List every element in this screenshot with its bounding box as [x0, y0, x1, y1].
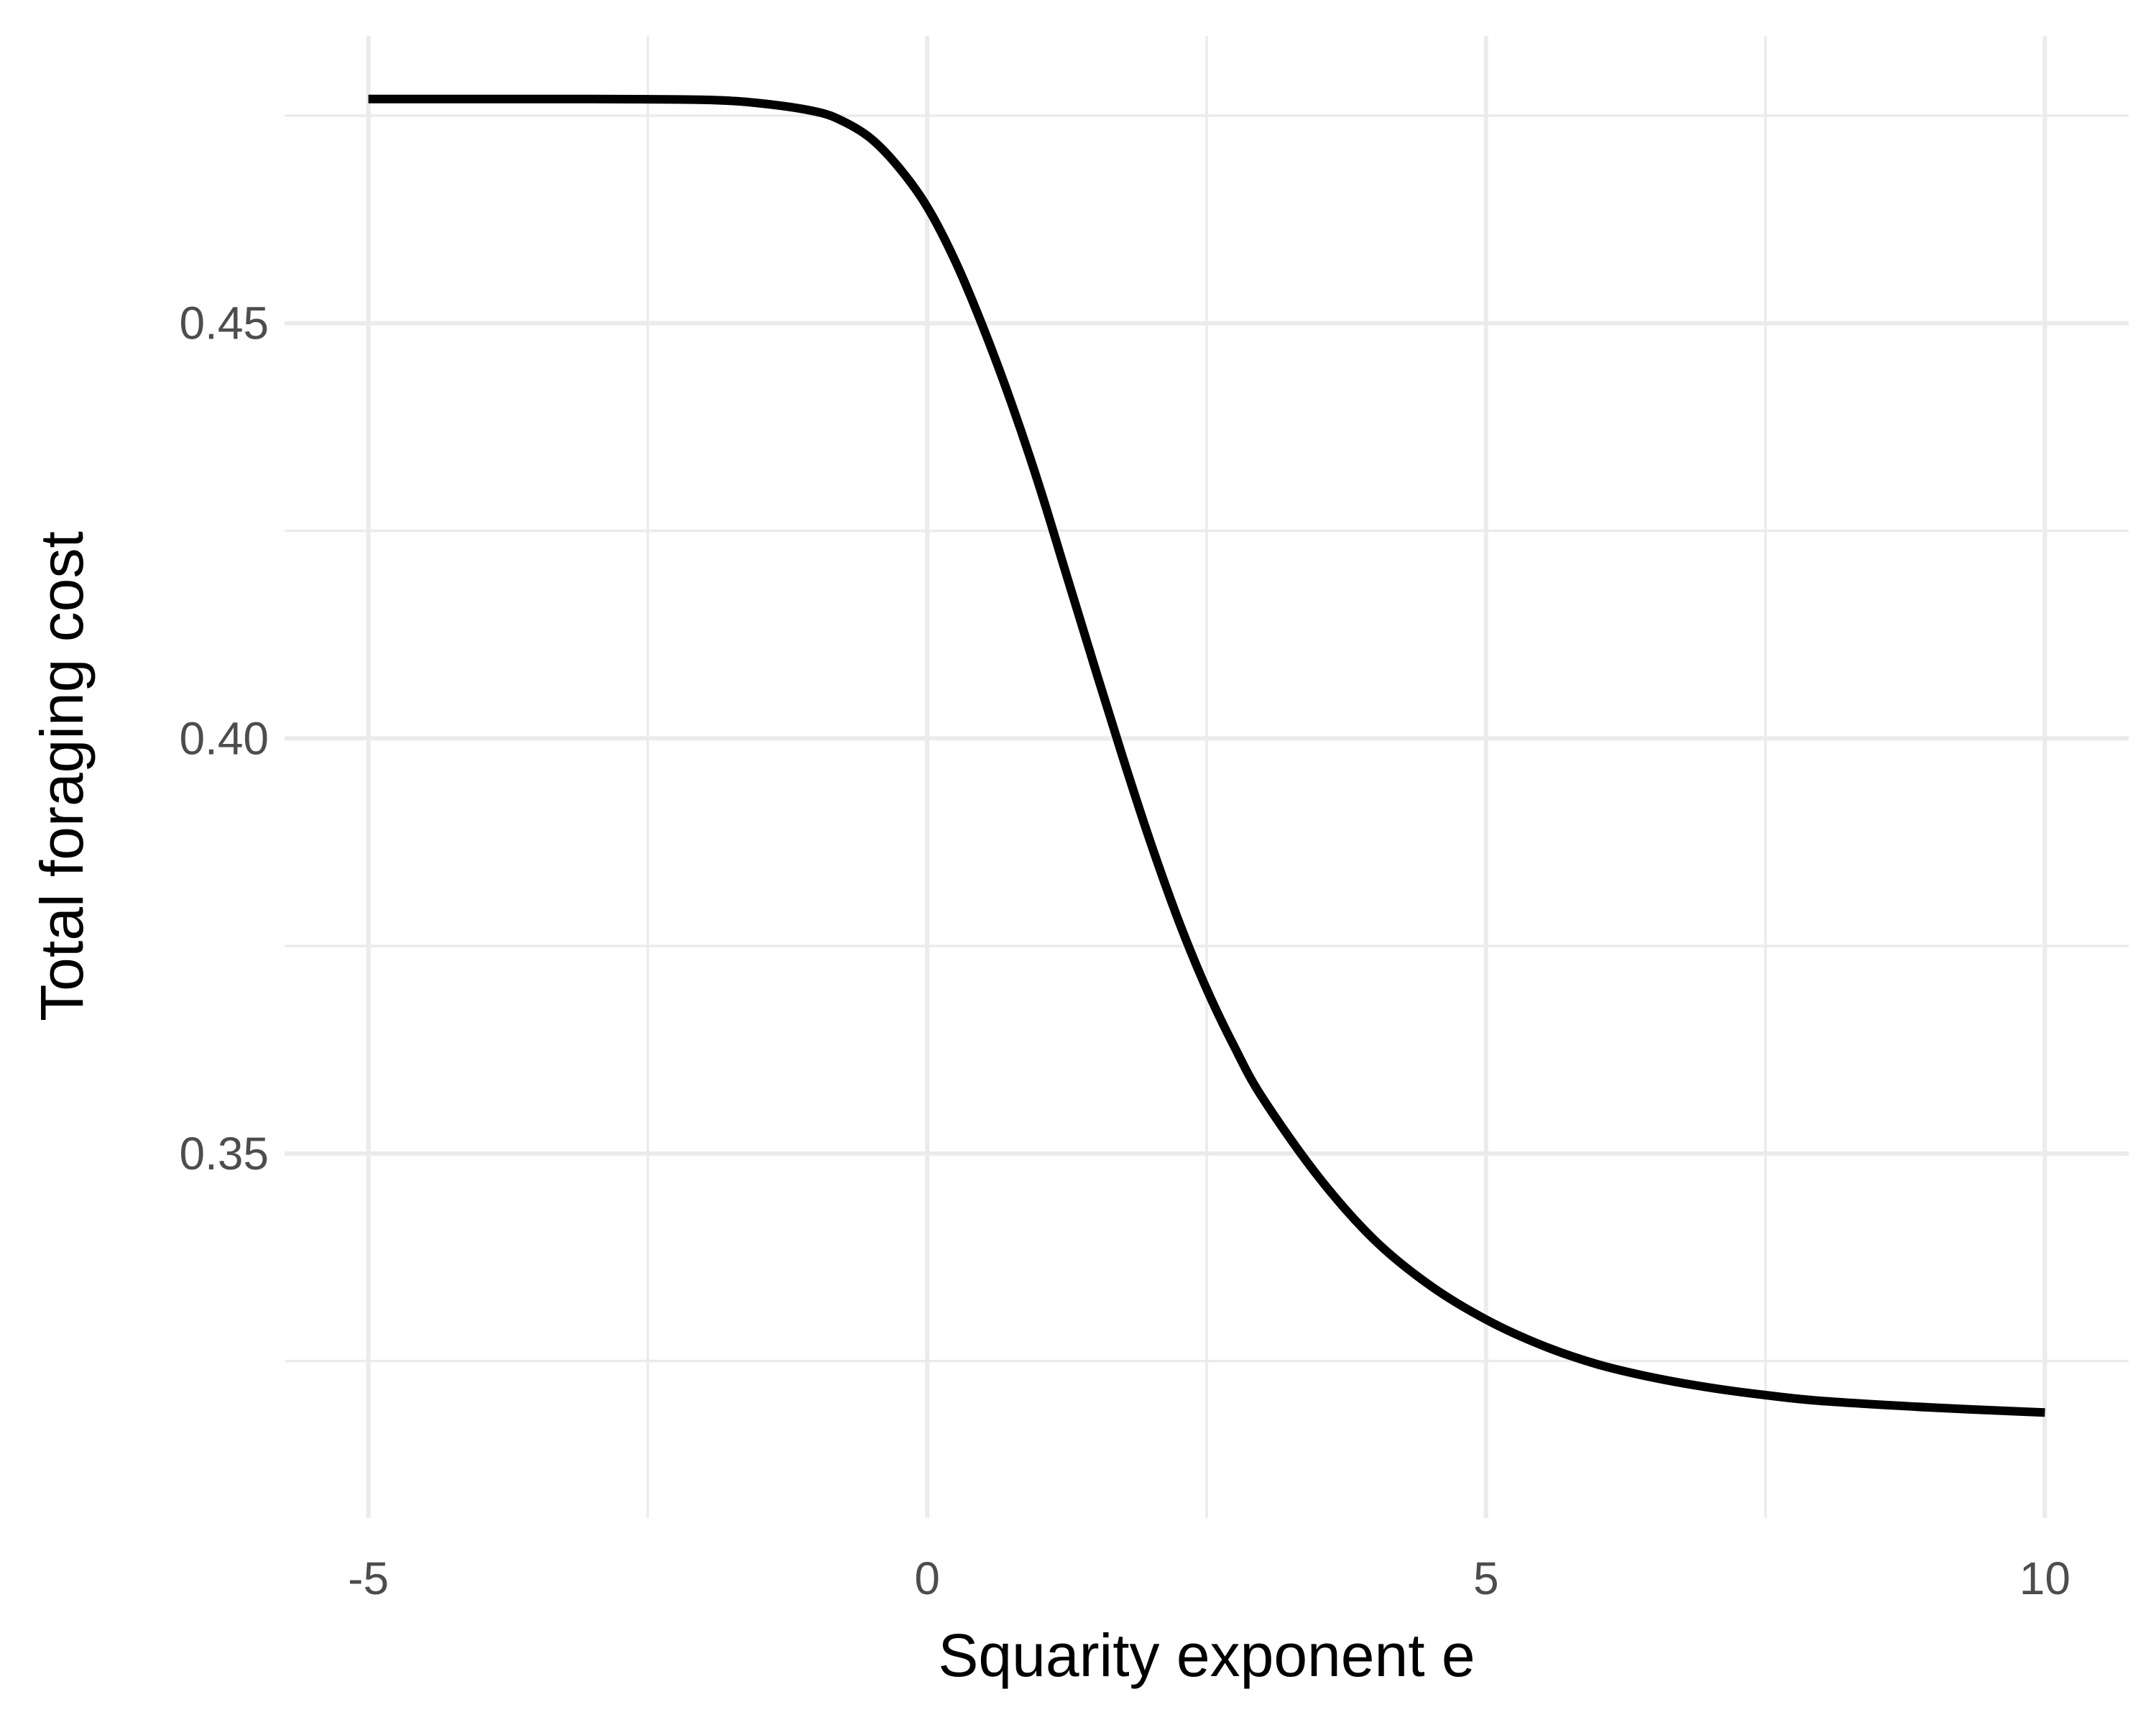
y-tick-label: 0.40	[179, 712, 269, 764]
x-tick-label: 0	[914, 1552, 940, 1604]
x-tick-labels: -5 0 5 10	[348, 1552, 2070, 1604]
series-group	[368, 94, 2045, 1417]
grid-minor	[285, 36, 2129, 1518]
y-tick-labels: 0.35 0.40 0.45	[179, 298, 269, 1179]
x-axis-title: Squarity exponent e	[938, 1622, 1475, 1689]
x-tick-label: 5	[1473, 1552, 1499, 1604]
grid-major	[285, 36, 2129, 1518]
y-axis-title: Total foraging cost	[28, 531, 96, 1021]
y-tick-label: 0.35	[179, 1128, 269, 1179]
x-tick-label: -5	[348, 1552, 389, 1604]
x-tick-label: 10	[2019, 1552, 2070, 1604]
series-line	[368, 94, 2045, 1417]
y-tick-label: 0.45	[179, 298, 269, 349]
